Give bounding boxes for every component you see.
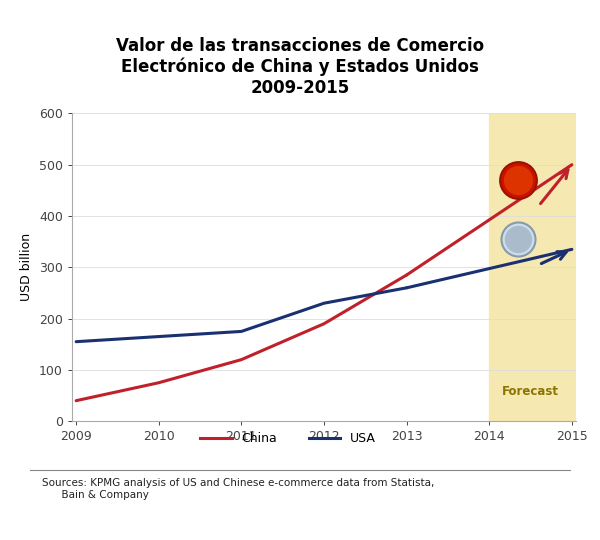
Text: Valor de las transacciones de Comercio
Electrónico de China y Estados Unidos
200: Valor de las transacciones de Comercio E… bbox=[116, 37, 484, 97]
Point bbox=[514, 235, 523, 244]
Point bbox=[514, 176, 523, 184]
Bar bbox=[489, 113, 576, 421]
Y-axis label: USD billion: USD billion bbox=[20, 233, 34, 301]
Text: Forecast: Forecast bbox=[502, 385, 559, 398]
Text: Sources: KPMG analysis of US and Chinese e-commerce data from Statista,
      Ba: Sources: KPMG analysis of US and Chinese… bbox=[42, 478, 434, 500]
Legend: China, USA: China, USA bbox=[196, 427, 380, 450]
Point bbox=[514, 235, 523, 244]
Point bbox=[514, 176, 523, 184]
